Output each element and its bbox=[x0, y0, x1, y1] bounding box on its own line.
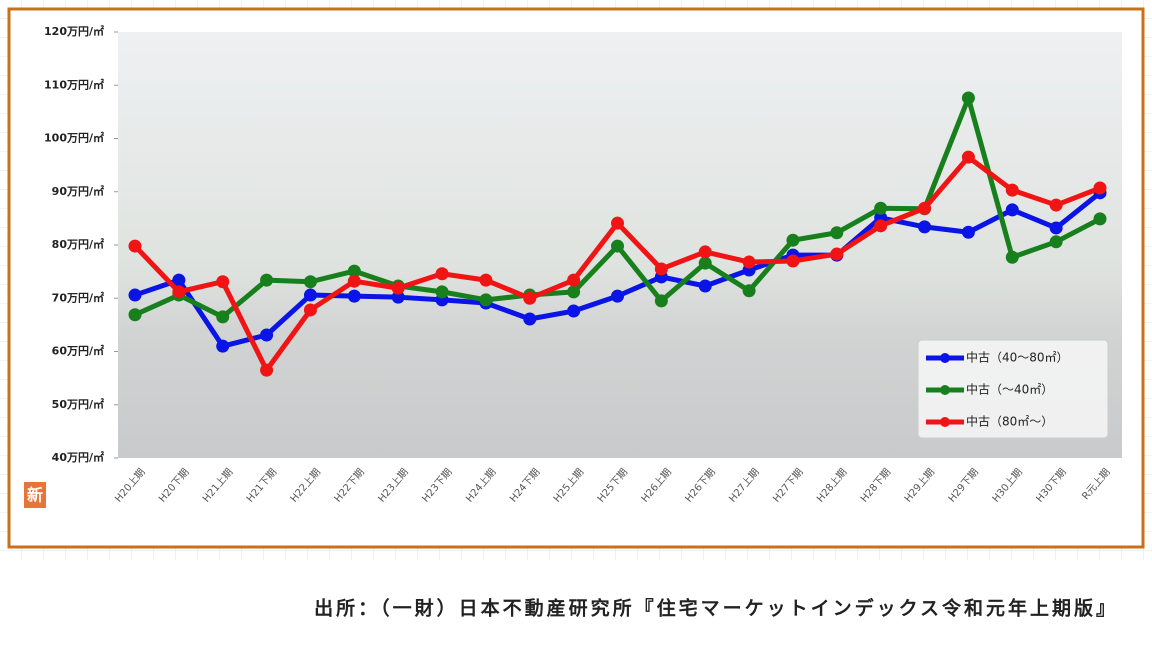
y-tick-label: 80万円/㎡ bbox=[52, 237, 104, 251]
point bbox=[216, 275, 230, 289]
point bbox=[479, 293, 493, 307]
point bbox=[128, 308, 142, 322]
point bbox=[260, 328, 274, 342]
legend-label: 中古（40～80㎡） bbox=[966, 350, 1069, 365]
point bbox=[611, 216, 624, 230]
point bbox=[347, 274, 361, 288]
source: 出所：（一財）日本不動産研究所『住宅マーケットインデックス令和元年上期版』 bbox=[314, 597, 1118, 620]
legend-marker bbox=[940, 353, 950, 363]
point bbox=[567, 304, 581, 318]
point bbox=[918, 201, 932, 215]
legend-box bbox=[917, 339, 1109, 439]
point bbox=[523, 312, 537, 326]
point bbox=[698, 279, 712, 293]
point bbox=[654, 294, 668, 308]
point bbox=[567, 273, 581, 287]
point bbox=[1093, 181, 1107, 195]
point bbox=[742, 255, 756, 269]
badge: 新 bbox=[27, 486, 43, 505]
point bbox=[391, 281, 405, 295]
point bbox=[172, 285, 186, 299]
point bbox=[874, 219, 888, 233]
point bbox=[698, 256, 712, 270]
point bbox=[1005, 183, 1019, 197]
point bbox=[961, 225, 975, 239]
legend-label: 中古（80㎡～） bbox=[966, 414, 1053, 429]
point bbox=[961, 150, 975, 164]
point bbox=[303, 303, 317, 317]
point bbox=[1049, 198, 1063, 212]
y-tick-label: 40万円/㎡ bbox=[52, 450, 104, 464]
point bbox=[1005, 250, 1019, 264]
point bbox=[830, 226, 844, 240]
point bbox=[435, 285, 449, 299]
point bbox=[1093, 212, 1107, 226]
y-tick-label: 90万円/㎡ bbox=[52, 184, 104, 198]
point bbox=[128, 239, 142, 253]
source-band bbox=[0, 560, 1152, 648]
point bbox=[391, 290, 405, 304]
point bbox=[260, 273, 274, 287]
y-tick-label: 70万円/㎡ bbox=[52, 290, 104, 304]
point bbox=[918, 220, 932, 234]
point bbox=[786, 233, 800, 247]
point bbox=[479, 273, 493, 287]
y-tick-label: 110万円/㎡ bbox=[44, 77, 104, 91]
point bbox=[216, 339, 230, 353]
point bbox=[172, 273, 186, 287]
point bbox=[216, 310, 230, 324]
y-tick-label: 120万円/㎡ bbox=[44, 24, 104, 38]
point bbox=[698, 245, 712, 259]
point bbox=[961, 91, 975, 105]
y-tick-label: 60万円/㎡ bbox=[52, 344, 104, 358]
point bbox=[1005, 203, 1019, 217]
point bbox=[1049, 221, 1063, 235]
point bbox=[347, 264, 361, 278]
point bbox=[611, 289, 624, 303]
point bbox=[830, 247, 844, 261]
point bbox=[611, 239, 624, 253]
y-tick-label: 50万円/㎡ bbox=[52, 397, 104, 411]
point bbox=[303, 288, 317, 302]
legend-marker bbox=[940, 385, 950, 395]
point bbox=[786, 254, 800, 268]
point bbox=[260, 363, 274, 377]
legend-label: 中古（～40㎡） bbox=[966, 382, 1053, 397]
point bbox=[1049, 235, 1063, 249]
point bbox=[347, 289, 361, 303]
point bbox=[567, 285, 581, 299]
point bbox=[303, 275, 317, 289]
point bbox=[654, 262, 668, 276]
badge-box bbox=[24, 482, 46, 508]
point bbox=[523, 291, 537, 305]
point bbox=[742, 284, 756, 298]
legend-marker bbox=[940, 417, 950, 427]
point bbox=[128, 288, 142, 302]
point bbox=[874, 201, 888, 215]
y-tick-label: 100万円/㎡ bbox=[44, 131, 104, 145]
point bbox=[435, 267, 449, 281]
